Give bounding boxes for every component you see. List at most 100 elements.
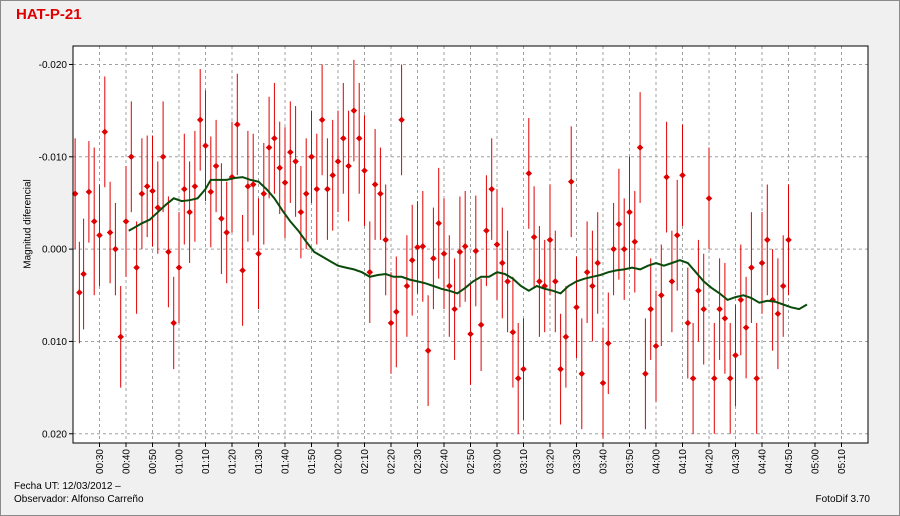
data-point bbox=[297, 208, 305, 216]
data-point bbox=[599, 379, 607, 387]
chart-title: HAT-P-21 bbox=[16, 6, 82, 23]
data-point bbox=[249, 181, 257, 188]
data-point bbox=[334, 158, 342, 165]
data-point bbox=[578, 370, 586, 378]
x-tick-label: 01:20 bbox=[228, 449, 239, 474]
data-point bbox=[472, 247, 480, 255]
data-point bbox=[101, 128, 109, 136]
data-point bbox=[615, 220, 623, 228]
data-point bbox=[504, 278, 511, 285]
x-tick-label: 01:50 bbox=[307, 449, 318, 474]
data-point bbox=[308, 153, 315, 161]
data-point bbox=[90, 218, 98, 225]
data-point bbox=[424, 347, 432, 355]
y-tick-label: 0.000 bbox=[42, 245, 67, 256]
x-tick-label: 02:20 bbox=[387, 449, 398, 474]
data-point bbox=[345, 162, 352, 170]
data-point bbox=[398, 116, 405, 124]
data-point bbox=[85, 188, 93, 196]
data-point bbox=[127, 153, 135, 161]
data-point bbox=[218, 215, 225, 223]
x-tick-label: 02:50 bbox=[466, 449, 477, 474]
data-point bbox=[700, 305, 708, 313]
data-point bbox=[403, 282, 411, 290]
x-tick-label: 01:00 bbox=[175, 449, 186, 474]
footer-software-version: FotoDif 3.70 bbox=[815, 494, 870, 505]
data-point bbox=[716, 305, 723, 313]
x-tick-label: 05:10 bbox=[837, 449, 848, 474]
data-point bbox=[414, 243, 421, 251]
x-tick-label: 01:10 bbox=[201, 449, 212, 474]
x-tick-label: 04:10 bbox=[678, 449, 689, 474]
data-point bbox=[355, 134, 363, 142]
data-point bbox=[80, 270, 87, 278]
data-point bbox=[536, 278, 543, 285]
data-point bbox=[191, 182, 199, 190]
x-tick-label: 03:50 bbox=[625, 449, 636, 474]
x-tick-label: 02:30 bbox=[413, 449, 424, 474]
data-point bbox=[647, 305, 655, 313]
y-tick-label: -0.020 bbox=[39, 60, 68, 71]
data-point bbox=[705, 194, 713, 202]
data-point bbox=[244, 182, 252, 190]
x-tick-label: 01:40 bbox=[281, 449, 292, 474]
data-point bbox=[525, 170, 533, 177]
data-point bbox=[663, 173, 670, 181]
data-point bbox=[520, 365, 527, 373]
data-point bbox=[170, 319, 178, 327]
data-point bbox=[361, 167, 368, 174]
data-point bbox=[435, 219, 443, 227]
plot-border bbox=[72, 45, 869, 444]
data-point bbox=[276, 164, 284, 172]
data-point bbox=[281, 179, 289, 186]
footer-observer: Observador: Alfonso Carreño bbox=[14, 494, 144, 505]
data-point bbox=[186, 208, 193, 216]
data-point bbox=[133, 264, 140, 271]
x-tick-label: 04:20 bbox=[705, 449, 716, 474]
data-point bbox=[610, 245, 617, 253]
data-point bbox=[313, 185, 321, 193]
x-tick-label: 03:00 bbox=[493, 449, 504, 474]
data-point bbox=[233, 121, 241, 128]
data-point bbox=[260, 190, 268, 198]
data-point bbox=[668, 278, 676, 285]
data-point bbox=[631, 238, 639, 246]
data-point bbox=[748, 264, 755, 271]
x-tick-label: 02:10 bbox=[360, 449, 371, 474]
data-point bbox=[239, 266, 246, 274]
data-point bbox=[567, 178, 575, 186]
data-point bbox=[626, 208, 633, 216]
data-point bbox=[286, 148, 294, 156]
data-point bbox=[223, 229, 231, 236]
data-point bbox=[265, 144, 273, 151]
data-point bbox=[530, 233, 538, 241]
x-tick-label: 02:00 bbox=[334, 449, 345, 474]
data-point bbox=[498, 259, 506, 267]
data-point bbox=[774, 310, 782, 318]
data-point bbox=[175, 264, 183, 271]
data-point bbox=[779, 282, 787, 290]
data-point bbox=[652, 342, 660, 350]
data-point bbox=[154, 204, 162, 211]
data-point bbox=[408, 256, 416, 264]
data-point bbox=[149, 187, 156, 195]
data-point bbox=[726, 375, 734, 382]
data-point bbox=[255, 250, 262, 258]
data-point bbox=[477, 321, 485, 329]
data-point bbox=[430, 254, 437, 262]
x-tick-label: 03:30 bbox=[572, 449, 583, 474]
data-point bbox=[419, 242, 427, 250]
data-point bbox=[689, 375, 697, 382]
data-point bbox=[657, 291, 665, 299]
data-point bbox=[742, 324, 750, 331]
x-tick-label: 03:20 bbox=[546, 449, 557, 474]
data-point bbox=[329, 171, 337, 179]
data-point bbox=[483, 227, 490, 235]
data-point bbox=[514, 375, 522, 382]
data-point bbox=[737, 296, 745, 304]
data-point bbox=[387, 319, 395, 327]
x-tick-label: 05:00 bbox=[811, 449, 822, 474]
data-point bbox=[371, 181, 379, 188]
x-tick-label: 04:40 bbox=[758, 449, 769, 474]
